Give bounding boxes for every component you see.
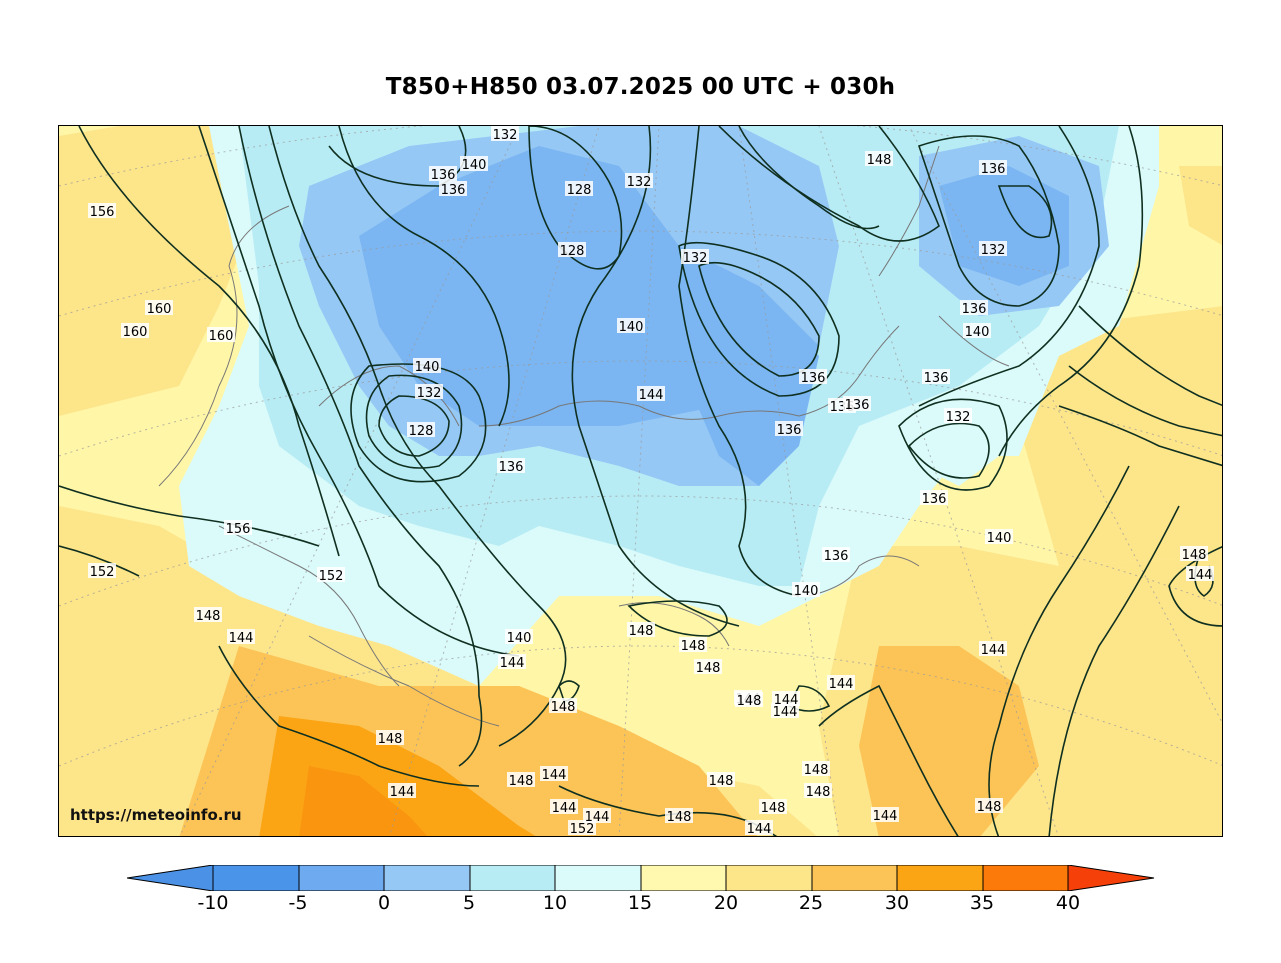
colorbar-bin: [811, 865, 898, 891]
colorbar-bin: [896, 865, 984, 891]
contour-label: 148: [737, 694, 762, 709]
contour-label: 140: [415, 360, 440, 375]
contour-label: 144: [873, 809, 898, 824]
colorbar-bin: [640, 865, 727, 891]
colorbar-bin: [298, 865, 385, 891]
height-contours: [59, 126, 1222, 836]
colorbar-tick-label: 25: [798, 892, 824, 914]
contour-label: 144: [1188, 568, 1213, 583]
contour-label: 140: [794, 584, 819, 599]
contour-label: 144: [500, 656, 525, 671]
contour-label: 132: [417, 386, 442, 401]
contour-label: 136: [499, 460, 524, 475]
contour-label: 136: [924, 371, 949, 386]
colorbar-tick-label: 35: [969, 892, 995, 914]
contour-label: 132: [683, 251, 708, 266]
contour-label: 136: [845, 398, 870, 413]
contour-label: 136: [962, 302, 987, 317]
contour-label: 148: [761, 801, 786, 816]
colorbar-bin: [982, 865, 1069, 891]
contour-label: 136: [441, 183, 466, 198]
colorbar-tick-label: 10: [542, 892, 568, 914]
contour-label: 140: [619, 320, 644, 335]
contour-label: 144: [774, 693, 799, 708]
colorbar-bin: [469, 865, 556, 891]
contour-label: 144: [639, 388, 664, 403]
contour-label: 148: [509, 774, 534, 789]
chart-title: T850+H850 03.07.2025 00 UTC + 030h: [385, 74, 896, 100]
colorbar-bin: [212, 865, 300, 891]
colorbar-tick-label: 0: [377, 892, 391, 914]
contour-label: 148: [806, 785, 831, 800]
contour-label: 136: [981, 162, 1006, 177]
colorbar-bin: [383, 865, 471, 891]
contour-label: 136: [801, 371, 826, 386]
contour-label: 148: [667, 810, 692, 825]
colorbar-over-triangle: [1067, 865, 1155, 891]
colorbar-bin: [554, 865, 642, 891]
contour-label: 156: [90, 205, 115, 220]
contour-label: 152: [319, 569, 344, 584]
contour-label: 144: [585, 810, 610, 825]
contour-label: 128: [567, 183, 592, 198]
contour-label: 148: [977, 800, 1002, 815]
colorbar-tick-label: -10: [197, 892, 229, 914]
contour-label: 148: [804, 763, 829, 778]
contour-label: 136: [824, 549, 849, 564]
contour-label: 144: [390, 785, 415, 800]
temperature-fill-warm: [59, 126, 1222, 836]
contour-label: 148: [551, 700, 576, 715]
contour-label: 136: [431, 168, 456, 183]
contour-label: 148: [709, 774, 734, 789]
contour-label: 144: [747, 822, 772, 837]
contour-label: 140: [987, 531, 1012, 546]
contour-label: 152: [90, 565, 115, 580]
coastlines: [158, 145, 1010, 727]
contour-label: 132: [493, 128, 518, 143]
colorbar-tick-label: 5: [462, 892, 476, 914]
contour-label: 144: [981, 643, 1006, 658]
colorbar-under-triangle: [127, 865, 214, 891]
colorbar-tick-label: -5: [288, 892, 308, 914]
contour-label: 148: [378, 732, 403, 747]
contour-label: 148: [681, 639, 706, 654]
contour-label: 148: [867, 153, 892, 168]
contour-label: 132: [627, 175, 652, 190]
contour-label: 148: [696, 661, 721, 676]
contour-label: 152: [570, 822, 595, 837]
contour-label: 144: [229, 631, 254, 646]
contour-label: 160: [209, 329, 234, 344]
contour-label: 148: [196, 609, 221, 624]
contour-label: 128: [560, 244, 585, 259]
contour-label: 144: [829, 677, 854, 692]
contour-label: 144: [773, 705, 798, 720]
forecast-map: 132 140 136 136 128 132 156 128 148 136 …: [58, 125, 1223, 837]
colorbar-tick-label: 30: [884, 892, 910, 914]
colorbar-tick-label: 15: [627, 892, 653, 914]
contour-label: 156: [226, 522, 251, 537]
contour-label: 136: [922, 492, 947, 507]
contour-label: 140: [965, 325, 990, 340]
contour-label: 148: [1182, 548, 1207, 563]
contour-label: 140: [462, 158, 487, 173]
contour-label: 140: [507, 631, 532, 646]
colorbar-tick-label: 40: [1055, 892, 1081, 914]
contour-labels: 132 140 136 136 128 132 156 128 148 136 …: [88, 126, 1214, 837]
colorbar-bin: [725, 865, 813, 891]
contour-label: 160: [123, 325, 148, 340]
contour-label: 132: [981, 243, 1006, 258]
contour-label: 160: [147, 302, 172, 317]
contour-label: 132: [946, 410, 971, 425]
contour-label: 148: [629, 624, 654, 639]
colorbar-tick-label: 20: [713, 892, 739, 914]
contour-label: 144: [552, 801, 577, 816]
contour-label: 136: [777, 423, 802, 438]
colorbar: [127, 865, 1155, 891]
contour-label: 144: [542, 768, 567, 783]
watermark-url: https://meteoinfo.ru: [70, 806, 242, 824]
contour-label: 128: [409, 424, 434, 439]
